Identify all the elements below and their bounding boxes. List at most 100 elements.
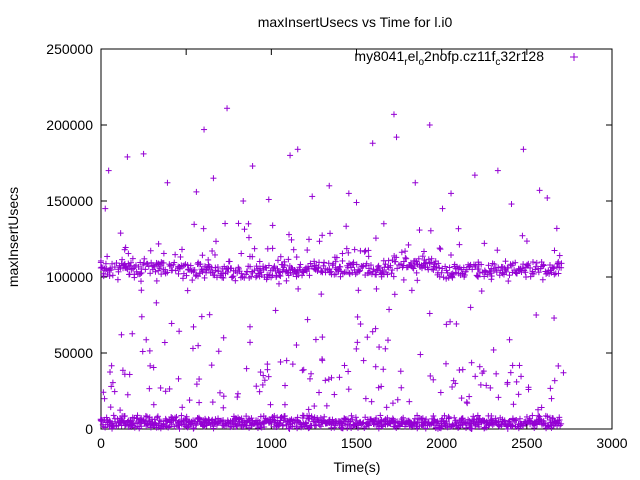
data-point xyxy=(372,325,379,332)
data-point xyxy=(523,261,530,268)
x-tick-label: 2000 xyxy=(426,435,457,451)
data-point xyxy=(277,273,284,280)
data-point xyxy=(481,273,488,280)
data-point xyxy=(193,381,200,388)
data-point xyxy=(235,264,242,271)
data-point xyxy=(140,150,147,157)
data-point xyxy=(171,259,178,266)
data-point xyxy=(276,272,283,279)
data-point xyxy=(397,368,404,375)
data-point xyxy=(150,401,157,408)
data-point xyxy=(176,265,183,272)
data-point xyxy=(124,153,131,160)
data-point xyxy=(307,260,314,267)
data-point xyxy=(265,196,272,203)
data-point xyxy=(402,254,409,261)
data-point xyxy=(295,285,302,292)
data-point xyxy=(532,266,539,273)
data-point xyxy=(256,267,263,274)
data-point xyxy=(372,235,379,242)
data-point xyxy=(304,247,311,254)
data-point xyxy=(209,268,216,275)
data-point xyxy=(249,253,256,260)
data-point xyxy=(197,261,204,268)
data-point xyxy=(445,413,452,420)
data-point xyxy=(453,269,460,276)
data-point xyxy=(538,404,545,411)
data-point xyxy=(472,373,479,380)
data-point xyxy=(551,315,558,322)
data-point xyxy=(150,262,157,269)
data-point xyxy=(251,245,258,252)
data-point xyxy=(224,105,231,112)
data-point xyxy=(111,264,118,271)
data-point xyxy=(494,167,501,174)
data-point xyxy=(341,362,348,369)
data-point xyxy=(141,255,148,262)
data-point xyxy=(127,262,134,269)
data-point xyxy=(243,413,250,420)
data-point xyxy=(544,194,551,201)
data-point xyxy=(451,414,458,421)
data-point xyxy=(560,369,567,376)
data-point xyxy=(299,272,306,279)
data-point xyxy=(509,422,516,429)
data-point xyxy=(459,366,466,373)
data-point xyxy=(488,276,495,283)
data-point xyxy=(426,122,433,128)
data-point xyxy=(156,417,163,424)
data-point xyxy=(281,258,288,265)
data-point xyxy=(248,273,255,280)
data-point xyxy=(196,376,203,383)
data-point xyxy=(101,395,108,402)
data-point xyxy=(252,274,259,281)
data-point xyxy=(488,416,495,423)
data-point xyxy=(430,412,437,419)
data-point xyxy=(138,269,145,276)
data-point xyxy=(327,230,334,237)
data-point xyxy=(172,414,179,421)
data-point xyxy=(246,323,253,330)
data-point xyxy=(195,342,202,349)
data-point xyxy=(321,413,328,420)
data-point xyxy=(293,342,300,349)
data-point xyxy=(376,265,383,272)
data-point xyxy=(215,348,222,355)
data-point xyxy=(107,404,114,411)
data-point xyxy=(388,270,395,277)
data-point xyxy=(117,407,124,414)
data-point xyxy=(475,265,482,272)
data-point xyxy=(410,265,417,272)
data-point xyxy=(513,378,520,385)
data-point xyxy=(548,395,555,402)
data-point xyxy=(288,264,295,271)
data-point xyxy=(325,376,332,383)
data-point xyxy=(505,264,512,271)
data-point xyxy=(194,273,201,280)
data-point xyxy=(277,417,284,424)
data-point xyxy=(178,412,185,419)
data-point xyxy=(535,406,542,413)
data-point xyxy=(470,413,477,420)
data-point xyxy=(232,277,239,284)
data-point xyxy=(369,140,376,147)
data-point xyxy=(555,362,562,369)
data-point xyxy=(437,389,444,396)
data-point xyxy=(515,391,522,398)
x-tick-label: 500 xyxy=(174,435,198,451)
data-point xyxy=(531,424,538,431)
data-point xyxy=(558,420,565,427)
x-axis-title: Time(s) xyxy=(334,459,381,475)
data-point xyxy=(390,273,397,280)
data-point xyxy=(220,274,227,281)
data-point xyxy=(483,382,490,389)
data-point xyxy=(352,414,359,421)
data-point xyxy=(376,344,383,351)
data-point xyxy=(474,273,481,280)
data-point xyxy=(256,258,263,265)
data-point xyxy=(505,278,512,285)
data-point xyxy=(226,258,233,265)
data-point xyxy=(384,263,391,270)
data-point xyxy=(153,299,160,306)
data-point xyxy=(522,269,529,276)
